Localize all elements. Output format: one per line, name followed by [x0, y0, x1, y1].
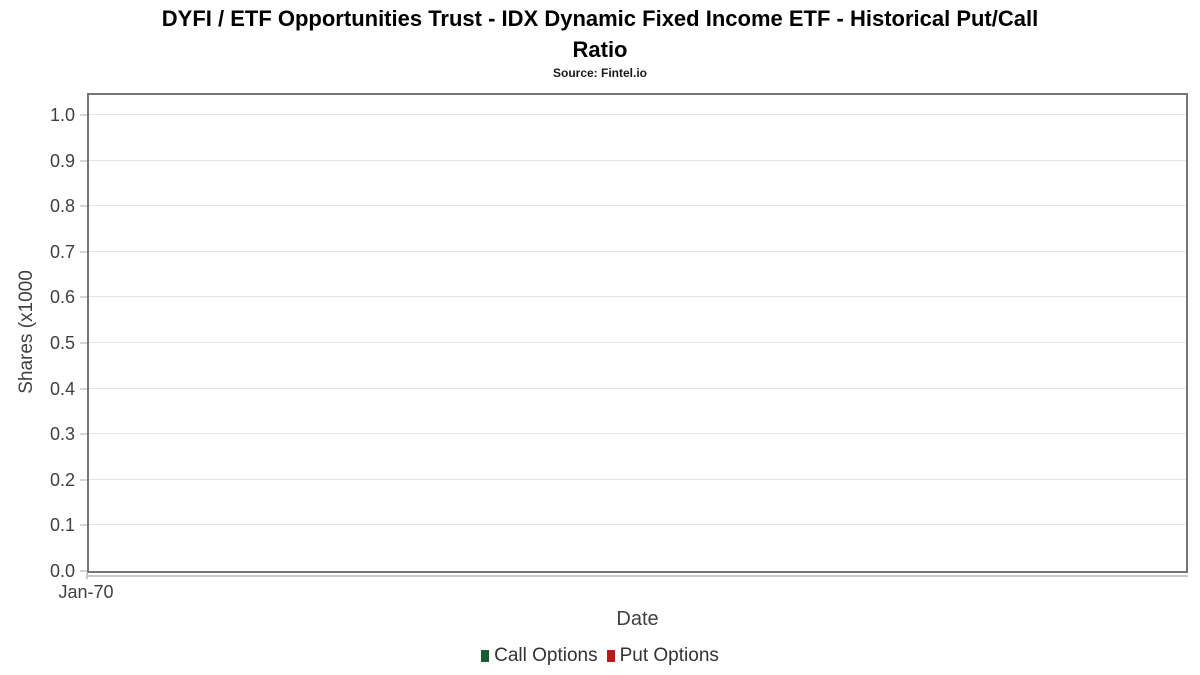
y-tick-label: 1.0: [49, 105, 75, 125]
chart-title-line-2: Ratio: [572, 37, 628, 62]
y-gridline: [89, 251, 1186, 252]
y-tick-label: 0.1: [49, 515, 75, 535]
y-tick-mark: [80, 205, 87, 207]
y-tick-mark: [80, 570, 87, 572]
plot-area: [87, 93, 1188, 573]
y-gridline: [89, 479, 1186, 480]
x-axis-line: [87, 575, 1188, 577]
y-tick-mark: [80, 433, 87, 435]
y-tick-label: 0.0: [49, 561, 75, 581]
y-tick-label: 0.4: [49, 379, 75, 399]
y-tick-mark: [80, 251, 87, 253]
y-gridline: [89, 205, 1186, 206]
y-gridline: [89, 388, 1186, 389]
y-tick-mark: [80, 388, 87, 390]
legend-label: Call Options: [494, 645, 598, 666]
put-options-marker-icon: [606, 650, 615, 662]
y-tick-label: 0.5: [49, 333, 75, 353]
y-tick-mark: [80, 479, 87, 481]
y-gridline: [89, 524, 1186, 525]
y-tick-label: 0.2: [49, 470, 75, 490]
y-tick-label: 0.8: [49, 196, 75, 216]
y-tick-mark: [80, 524, 87, 526]
chart-title-line-1: DYFI / ETF Opportunities Trust - IDX Dyn…: [161, 6, 1039, 31]
legend-item-put-options[interactable]: Put Options: [606, 645, 719, 667]
y-gridline: [89, 114, 1186, 115]
y-gridline: [89, 433, 1186, 434]
y-tick-label: 0.7: [49, 242, 75, 262]
legend-item-call-options[interactable]: Call Options: [481, 645, 598, 667]
x-axis-title: Date: [616, 608, 659, 630]
y-tick-mark: [80, 296, 87, 298]
legend: Call Options Put Options: [0, 645, 1200, 667]
y-axis-title: Shares (x1000: [16, 270, 37, 394]
legend-label: Put Options: [619, 645, 719, 666]
y-tick-mark: [80, 342, 87, 344]
y-tick-label: 0.3: [49, 424, 75, 444]
y-tick-label: 0.6: [49, 287, 75, 307]
call-options-marker-icon: [481, 650, 490, 662]
y-tick-mark: [80, 160, 87, 162]
x-tick-mark: [86, 573, 88, 579]
chart-subtitle: Source: Fintel.io: [552, 66, 647, 80]
y-gridline: [89, 342, 1186, 343]
x-tick-label: Jan-70: [58, 582, 114, 602]
y-gridline: [89, 296, 1186, 297]
y-tick-label: 0.9: [49, 151, 75, 171]
y-tick-mark: [80, 114, 87, 116]
chart-title: DYFI / ETF Opportunities Trust - IDX Dyn…: [0, 3, 1200, 65]
y-gridline: [89, 160, 1186, 161]
